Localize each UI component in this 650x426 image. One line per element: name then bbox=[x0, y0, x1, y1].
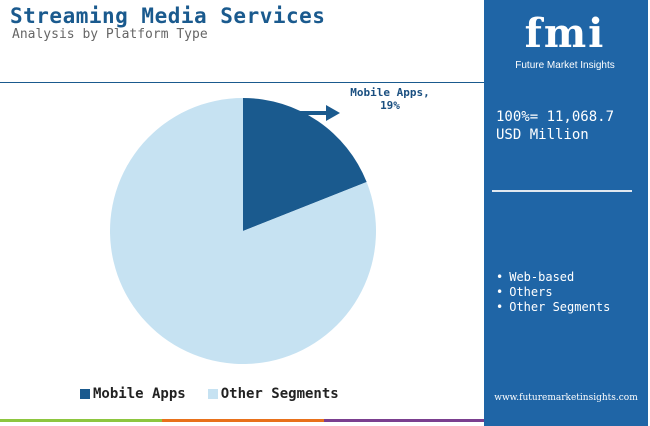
brand-logo: fmi Future Market Insights bbox=[500, 10, 630, 71]
callout-arrow-icon bbox=[300, 105, 340, 121]
market-total-value: 100%= 11,068.7 bbox=[496, 109, 615, 125]
panel-divider bbox=[492, 190, 632, 192]
segment-item: Others bbox=[496, 285, 610, 300]
legend-item-mobile-apps: Mobile Apps bbox=[80, 386, 186, 402]
other-segments-list: Web-based Others Other Segments bbox=[496, 270, 610, 315]
legend-label: Other Segments bbox=[220, 386, 339, 402]
logo-mark: fmi bbox=[524, 10, 606, 57]
footer-bar-green bbox=[0, 419, 162, 422]
legend-swatch bbox=[207, 389, 218, 399]
slice-data-label: Mobile Apps, 19% bbox=[336, 86, 444, 112]
footer-bar-purple bbox=[324, 419, 484, 422]
website-link[interactable]: www.futuremarketinsights.com bbox=[494, 393, 638, 403]
pie-slice-other-segments bbox=[110, 98, 377, 364]
chart-subtitle: Analysis by Platform Type bbox=[12, 27, 208, 42]
market-total: 100%= 11,068.7 USD Million bbox=[496, 108, 646, 144]
chart-title: Streaming Media Services bbox=[10, 4, 326, 28]
legend-item-other-segments: Other Segments bbox=[207, 386, 339, 402]
pie-slice-mobile-apps bbox=[243, 98, 367, 231]
chart-legend: Mobile Apps Other Segments bbox=[80, 386, 361, 402]
market-total-unit: USD Million bbox=[496, 127, 589, 143]
header-divider bbox=[0, 82, 484, 83]
footer-bar-orange bbox=[162, 419, 324, 422]
logo-text: Future Market Insights bbox=[515, 60, 615, 71]
legend-swatch bbox=[80, 389, 90, 399]
legend-label: Mobile Apps bbox=[93, 386, 186, 402]
side-panel: fmi Future Market Insights 100%= 11,068.… bbox=[484, 0, 648, 426]
segment-item: Web-based bbox=[496, 270, 610, 285]
slice-label-value: 19% bbox=[380, 99, 400, 112]
pie-chart bbox=[110, 98, 377, 364]
slice-label-name: Mobile Apps, bbox=[350, 86, 430, 99]
segment-item: Other Segments bbox=[496, 300, 610, 315]
